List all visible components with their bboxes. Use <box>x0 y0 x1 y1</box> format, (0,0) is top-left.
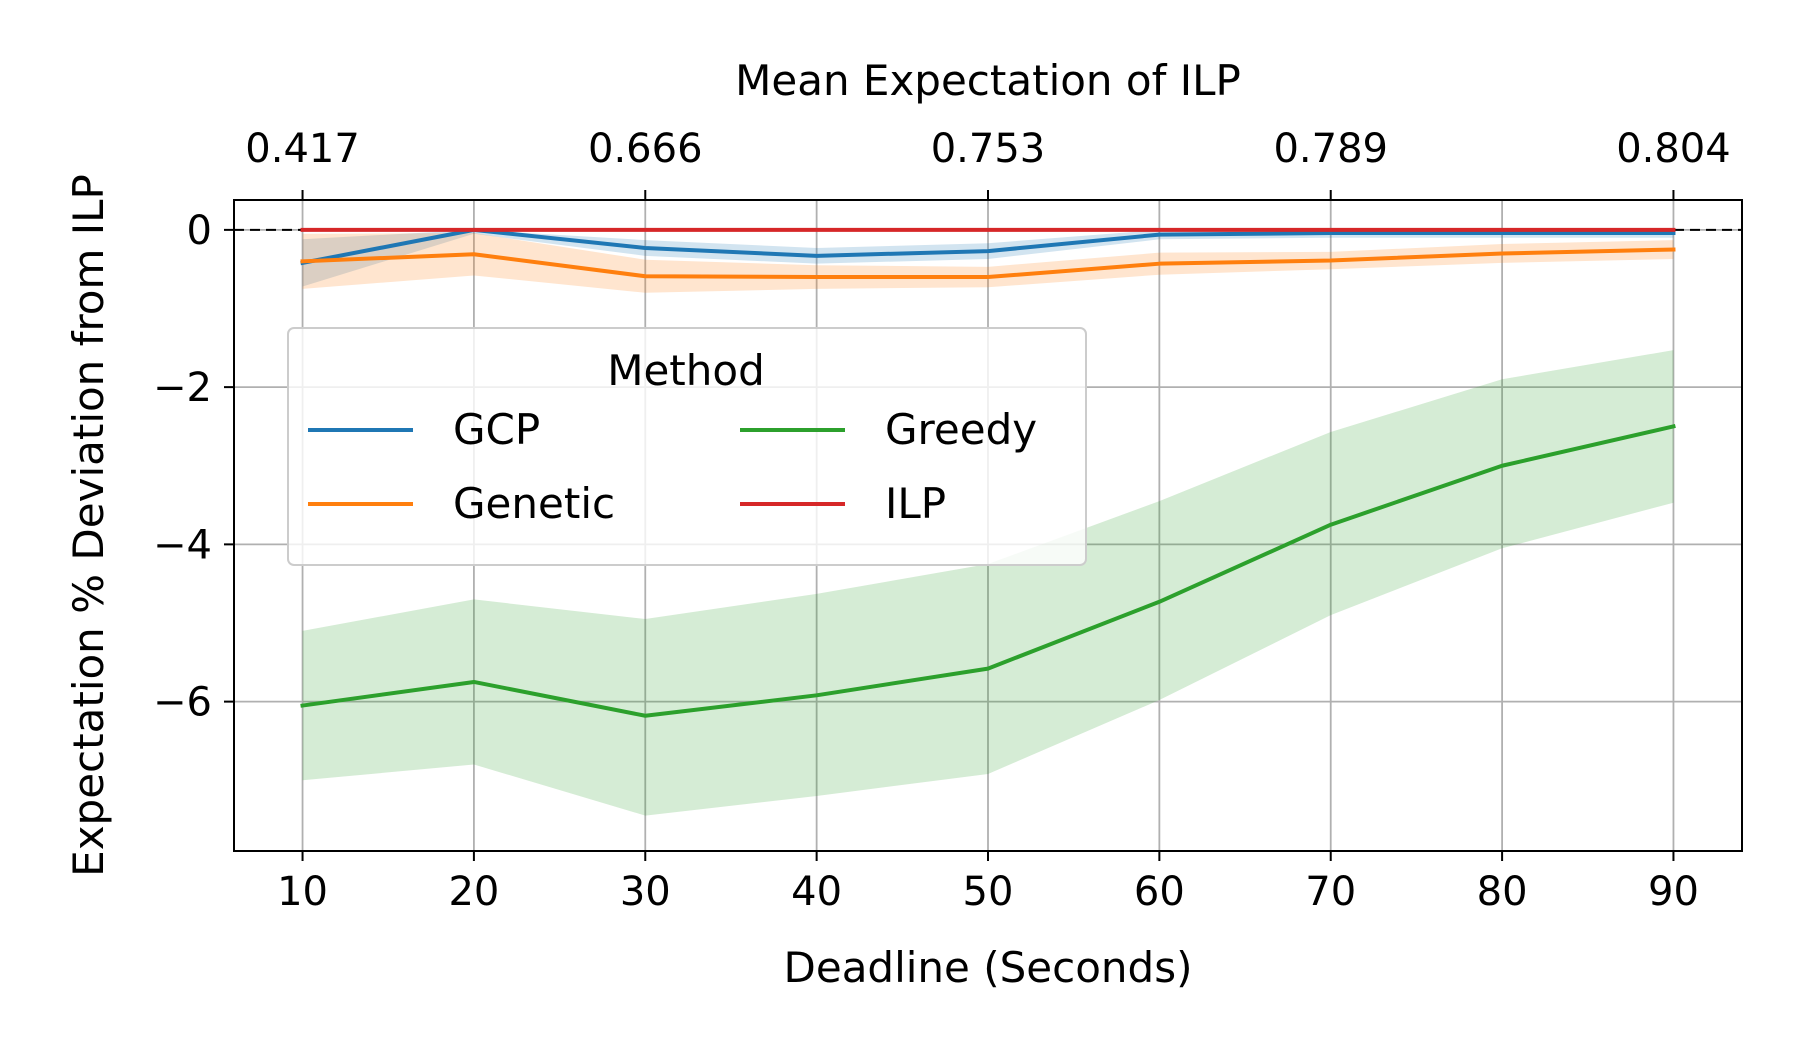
greedy-line <box>300 424 1676 718</box>
x-tick-label: 10 <box>277 869 328 915</box>
x-tick-label: 80 <box>1477 869 1528 915</box>
x-tick-label: 30 <box>620 869 671 915</box>
x-tick-label: 20 <box>448 869 499 915</box>
legend-label-gcp: GCP <box>453 405 540 454</box>
y-tick-label: −2 <box>153 365 212 411</box>
axis-ticks: 10 20 30 40 50 60 70 80 90 0 −2 −4 −6 0.417 0.666 0.753… <box>153 126 1731 915</box>
top-x-tick-label: 0.666 <box>588 126 703 172</box>
x-tick-label: 60 <box>1134 869 1185 915</box>
gcp-band <box>302 229 1674 287</box>
legend-label-greedy: Greedy <box>885 405 1037 454</box>
greedy-band <box>302 350 1674 816</box>
top-x-tick-label: 0.417 <box>245 126 360 172</box>
genetic-line <box>300 247 1676 280</box>
top-x-tick-label: 0.804 <box>1616 126 1731 172</box>
legend-label-ilp: ILP <box>885 479 946 528</box>
x-tick-label: 50 <box>963 869 1014 915</box>
y-tick-label: −4 <box>153 522 212 568</box>
top-x-axis-label: Mean Expectation of ILP <box>735 56 1241 105</box>
x-axis-label: Deadline (Seconds) <box>784 943 1193 992</box>
y-axis-label: Expectation % Deviation from ILP <box>64 174 113 877</box>
top-x-tick-label: 0.753 <box>931 126 1046 172</box>
legend-title: Method <box>607 346 765 395</box>
top-x-tick-label: 0.789 <box>1273 126 1388 172</box>
legend-entries: GCP Genetic Greedy ILP <box>308 405 1037 528</box>
y-tick-label: −6 <box>153 680 212 726</box>
legend: Method GCP Genetic Greedy ILP <box>287 327 1087 566</box>
legend-label-genetic: Genetic <box>453 479 615 528</box>
y-tick-label: 0 <box>187 208 212 254</box>
x-tick-label: 40 <box>791 869 842 915</box>
x-tick-label: 90 <box>1648 869 1699 915</box>
x-tick-label: 70 <box>1305 869 1356 915</box>
legend-box <box>287 327 1087 566</box>
gcp-line <box>300 227 1676 266</box>
series-lines <box>300 227 1676 718</box>
